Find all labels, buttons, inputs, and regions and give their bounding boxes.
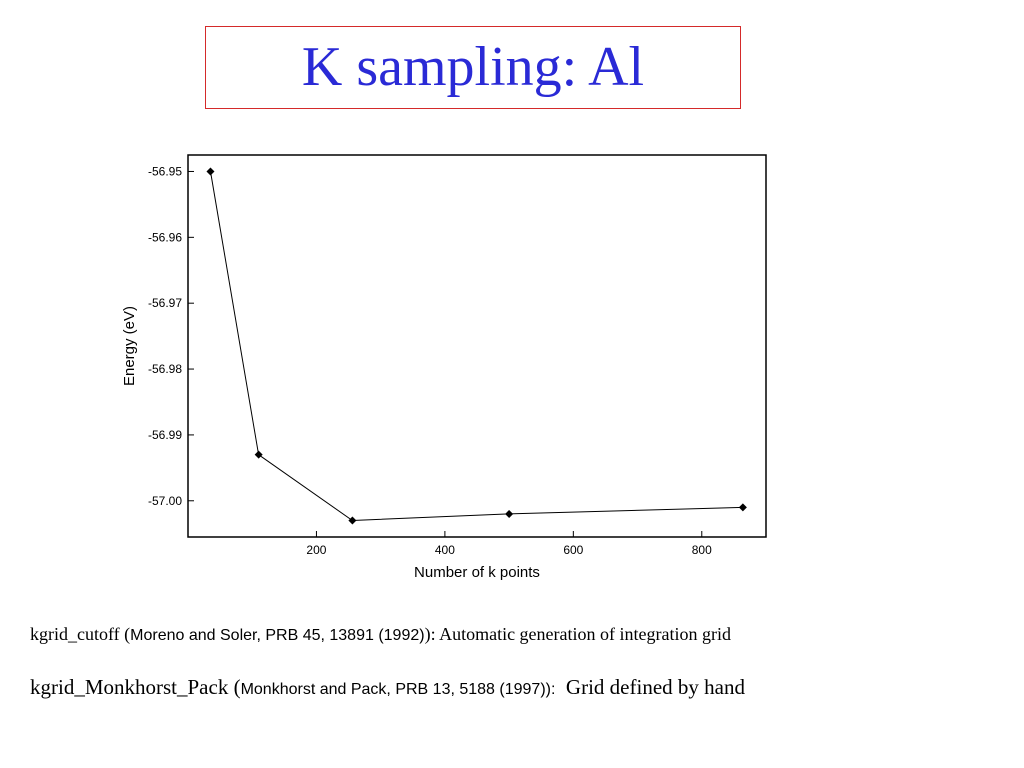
note2-description: Grid defined by hand bbox=[565, 675, 745, 699]
note-kgrid-cutoff: kgrid_cutoff (Moreno and Soler, PRB 45, … bbox=[30, 624, 731, 645]
plot-frame bbox=[187, 154, 767, 538]
series-line bbox=[210, 171, 743, 522]
note-kgrid-monkhorst-pack: kgrid_Monkhorst_Pack (Monkhorst and Pack… bbox=[30, 675, 745, 700]
y-tick-label: -56.97 bbox=[148, 296, 182, 310]
data-point bbox=[348, 516, 357, 525]
x-tick-label: 400 bbox=[435, 543, 455, 557]
x-axis: 200 400 600 800 bbox=[306, 531, 712, 557]
data-point bbox=[254, 450, 263, 459]
note2-key: kgrid_Monkhorst_Pack ( bbox=[30, 675, 241, 699]
y-tick-label: -56.98 bbox=[148, 362, 182, 376]
y-axis-label: Energy (eV) bbox=[121, 306, 138, 386]
title-frame: K sampling: Al bbox=[205, 26, 741, 109]
data-point bbox=[505, 509, 514, 518]
x-tick-label: 800 bbox=[692, 543, 712, 557]
note1-reference: Moreno and Soler, PRB 45, 13891 (1992) bbox=[130, 627, 425, 644]
note2-reference: Monkhorst and Pack, PRB 13, 5188 (1997))… bbox=[240, 681, 556, 698]
note1-key: kgrid_cutoff ( bbox=[30, 624, 131, 644]
x-tick-label: 200 bbox=[306, 543, 326, 557]
y-tick-label: -56.99 bbox=[148, 428, 182, 442]
y-tick-label: -56.96 bbox=[148, 230, 182, 244]
data-points bbox=[206, 167, 747, 525]
slide-title: K sampling: Al bbox=[301, 35, 645, 98]
data-point bbox=[206, 167, 215, 176]
note1-description: ): Automatic generation of integration g… bbox=[424, 624, 731, 644]
x-tick-label: 600 bbox=[563, 543, 583, 557]
data-point bbox=[738, 503, 747, 512]
y-tick-label: -57.00 bbox=[148, 494, 182, 508]
x-axis-label: Number of k points bbox=[414, 564, 540, 581]
y-tick-label: -56.95 bbox=[148, 164, 182, 178]
y-axis: -56.95 -56.96 -56.97 -56.98 -56.99 -57.00 bbox=[148, 164, 194, 508]
